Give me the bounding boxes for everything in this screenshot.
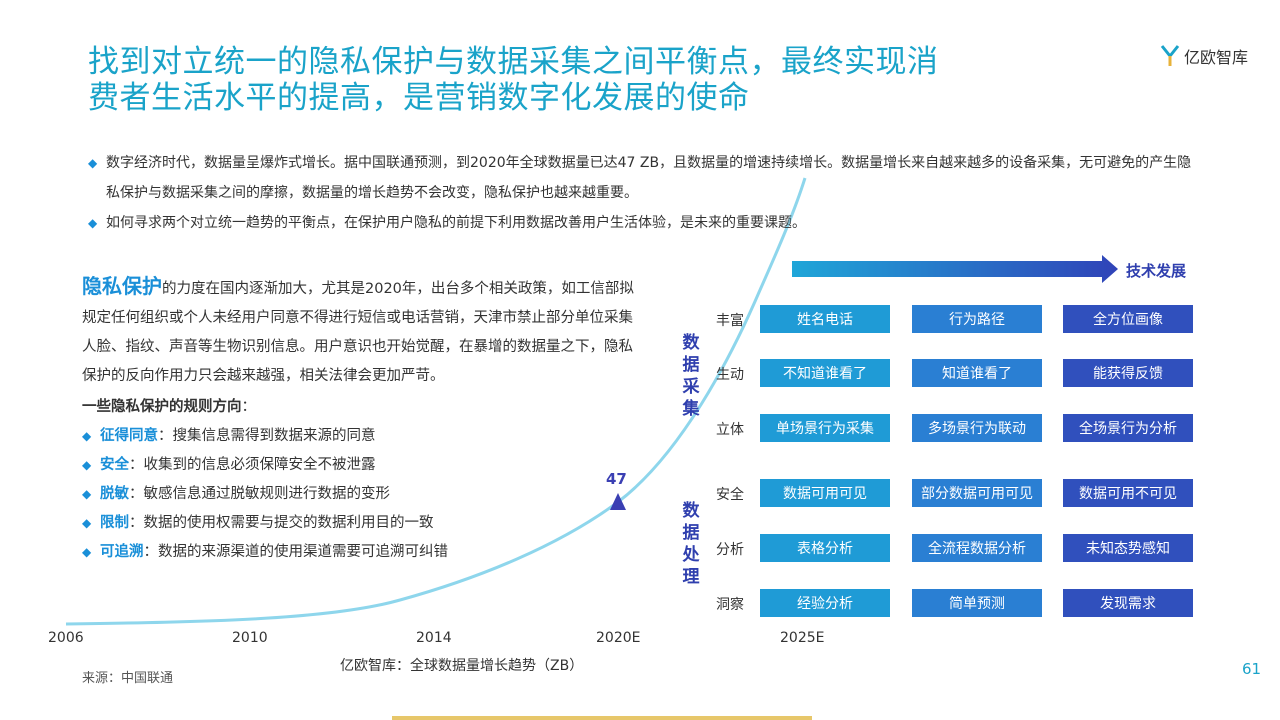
rules-heading: 一些隐私保护的规则方向： xyxy=(82,393,642,422)
privacy-paragraph: 隐私保护的力度在国内逐渐加大，尤其是2020年，出台多个相关政策，如工信部拟规定… xyxy=(82,272,642,391)
tech-cell: 多场景行为联动 xyxy=(912,414,1042,442)
rule-desc: ：收集到的信息必须保障安全不被泄露 xyxy=(129,457,376,473)
bullet-2-text: 如何寻求两个对立统一趋势的平衡点，在保护用户隐私的前提下利用数据改善用户生活体验… xyxy=(106,215,806,231)
row-label: 生动 xyxy=(716,367,744,383)
rule-item: ◆ 征得同意：搜集信息需得到数据来源的同意 xyxy=(82,422,642,451)
privacy-section: 隐私保护的力度在国内逐渐加大，尤其是2020年，出台多个相关政策，如工信部拟规定… xyxy=(82,272,642,567)
tech-cell: 数据可用可见 xyxy=(760,479,890,507)
rules-heading-colon: ： xyxy=(241,399,257,415)
bullet-1-text: 数字经济时代，数据量呈爆炸式增长。据中国联通预测，到2020年全球数据量已达47… xyxy=(106,155,1192,201)
rule-key: 脱敏 xyxy=(100,486,129,502)
tech-cell: 全流程数据分析 xyxy=(912,534,1042,562)
tech-cell: 部分数据可用可见 xyxy=(912,479,1042,507)
logo-text: 亿欧智库 xyxy=(1184,48,1249,67)
rule-desc: ：搜集信息需得到数据来源的同意 xyxy=(158,428,376,444)
rule-desc: ：数据的使用权需要与提交的数据利用目的一致 xyxy=(129,515,434,531)
privacy-keyword: 隐私保护 xyxy=(82,274,162,298)
x-tick-label: 2006 xyxy=(48,630,84,646)
tech-cell: 行为路径 xyxy=(912,305,1042,333)
privacy-paragraph-text: 的力度在国内逐渐加大，尤其是2020年，出台多个相关政策，如工信部拟规定任何组织… xyxy=(82,281,634,384)
x-tick-label: 2010 xyxy=(232,630,268,646)
logo: 亿欧智库 xyxy=(1160,44,1248,68)
bullet-2: ◆ 如何寻求两个对立统一趋势的平衡点，在保护用户隐私的前提下利用数据改善用户生活… xyxy=(88,208,1198,238)
rule-key: 限制 xyxy=(100,515,129,531)
chart-caption: 亿欧智库：全球数据量增长趋势（ZB） xyxy=(340,658,584,674)
bullet-1: ◆ 数字经济时代，数据量呈爆炸式增长。据中国联通预测，到2020年全球数据量已达… xyxy=(88,148,1198,208)
tech-cell: 姓名电话 xyxy=(760,305,890,333)
rule-desc: ：敏感信息通过脱敏规则进行数据的变形 xyxy=(129,486,390,502)
tech-cell: 全场景行为分析 xyxy=(1063,414,1193,442)
rules-heading-text: 一些隐私保护的规则方向 xyxy=(82,399,242,415)
rule-item: ◆ 脱敏：敏感信息通过脱敏规则进行数据的变形 xyxy=(82,480,642,509)
row-label: 安全 xyxy=(716,487,744,503)
rule-desc: ：数据的来源渠道的使用渠道需要可追溯可纠错 xyxy=(143,544,449,560)
logo-mark-icon xyxy=(1160,45,1180,66)
tech-cell: 数据可用不可见 xyxy=(1063,479,1193,507)
bottom-accent-bar xyxy=(392,716,812,720)
tech-development-label: 技术发展 xyxy=(1126,262,1187,280)
page-title: 找到对立统一的隐私保护与数据采集之间平衡点，最终实现消 费者生活水平的提高，是营… xyxy=(88,44,988,116)
tech-arrow-icon xyxy=(792,255,1118,283)
intro-bullets: ◆ 数字经济时代，数据量呈爆炸式增长。据中国联通预测，到2020年全球数据量已达… xyxy=(88,148,1198,238)
row-label: 分析 xyxy=(716,542,744,558)
rule-item: ◆ 限制：数据的使用权需要与提交的数据利用目的一致 xyxy=(82,509,642,538)
tech-cell: 未知态势感知 xyxy=(1063,534,1193,562)
tech-cell: 知道谁看了 xyxy=(912,359,1042,387)
section-data-processing: 数据处理 xyxy=(682,501,700,587)
tech-cell: 经验分析 xyxy=(760,589,890,617)
rule-key: 征得同意 xyxy=(100,428,158,444)
tech-cell: 能获得反馈 xyxy=(1063,359,1193,387)
tech-cell: 不知道谁看了 xyxy=(760,359,890,387)
tech-cell: 单场景行为采集 xyxy=(760,414,890,442)
diamond-icon: ◆ xyxy=(82,545,92,559)
rule-item: ◆ 可追溯：数据的来源渠道的使用渠道需要可追溯可纠错 xyxy=(82,538,642,567)
tech-cell: 发现需求 xyxy=(1063,589,1193,617)
rule-key: 可追溯 xyxy=(100,544,144,560)
x-tick-label: 2025E xyxy=(780,630,825,646)
diamond-icon: ◆ xyxy=(88,156,98,170)
title-line-2: 费者生活水平的提高，是营销数字化发展的使命 xyxy=(88,80,750,116)
row-label: 立体 xyxy=(716,422,744,438)
page-number: 61 xyxy=(1242,660,1262,678)
tech-cell: 简单预测 xyxy=(912,589,1042,617)
diamond-icon: ◆ xyxy=(82,429,92,443)
tech-cell: 表格分析 xyxy=(760,534,890,562)
x-tick-label: 2020E xyxy=(596,630,641,646)
x-tick-label: 2014 xyxy=(416,630,452,646)
diamond-icon: ◆ xyxy=(82,516,92,530)
rule-item: ◆ 安全：收集到的信息必须保障安全不被泄露 xyxy=(82,451,642,480)
diamond-icon: ◆ xyxy=(82,458,92,472)
row-label: 洞察 xyxy=(716,597,744,613)
title-line-1: 找到对立统一的隐私保护与数据采集之间平衡点，最终实现消 xyxy=(88,44,939,80)
source-note: 来源：中国联通 xyxy=(82,671,174,686)
tech-cell: 全方位画像 xyxy=(1063,305,1193,333)
diamond-icon: ◆ xyxy=(82,487,92,501)
point-2020-value: 47 xyxy=(606,470,627,488)
row-label: 丰富 xyxy=(716,313,744,329)
diamond-icon: ◆ xyxy=(88,216,98,230)
rule-key: 安全 xyxy=(100,457,129,473)
section-data-collection: 数据采集 xyxy=(682,333,700,419)
rules-list: ◆ 征得同意：搜集信息需得到数据来源的同意 ◆ 安全：收集到的信息必须保障安全不被泄… xyxy=(82,422,642,567)
